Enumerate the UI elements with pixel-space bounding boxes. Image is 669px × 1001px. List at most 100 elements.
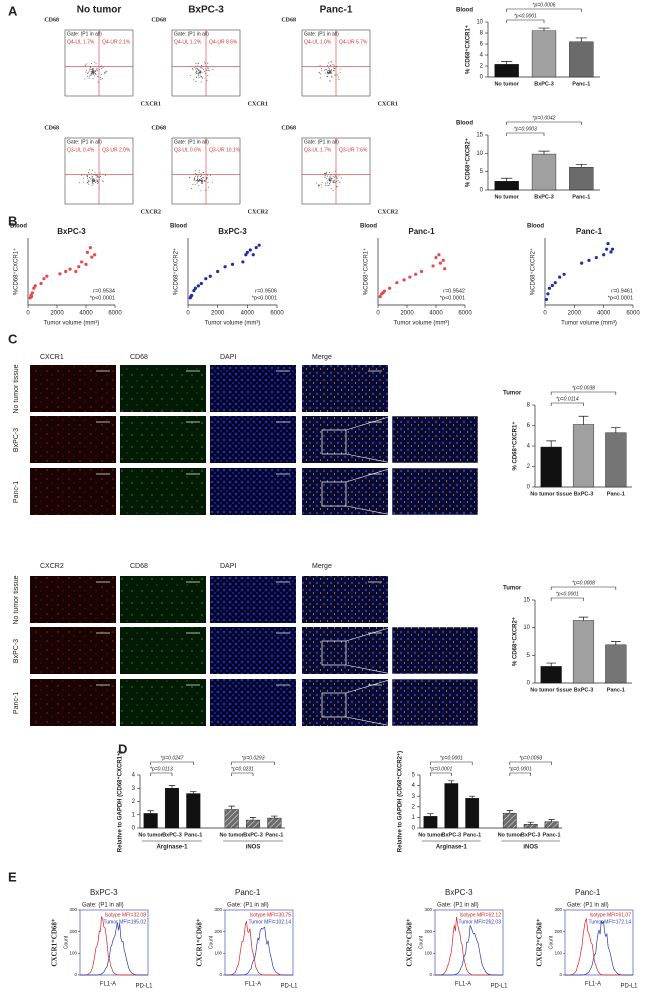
bar <box>224 809 239 829</box>
flow-dot <box>197 73 199 75</box>
flow-dot <box>333 67 335 69</box>
y-tick-label: 0 <box>480 188 484 194</box>
x-tick-label: 0 <box>376 311 380 317</box>
bar <box>494 180 519 191</box>
scatter-point <box>437 253 441 257</box>
quadrant-label: Q4-UR 2.1% <box>102 39 131 45</box>
flow-dot <box>90 178 92 180</box>
x-tick-label: 2000 <box>50 311 64 317</box>
flow-y-label: CD68 <box>281 125 296 131</box>
micro-image <box>302 365 388 412</box>
flow-dot <box>93 180 95 182</box>
gate-label: Gate: (P1 in all) <box>304 139 339 145</box>
flow-dot <box>330 72 332 74</box>
flow-dot <box>90 70 92 72</box>
flow-dot <box>324 182 326 184</box>
flow-dot <box>94 70 96 72</box>
flow-dot <box>331 76 333 78</box>
flow-dot <box>95 73 97 75</box>
flow-dot <box>328 172 330 174</box>
flow-dot <box>200 173 202 175</box>
error-bar <box>506 810 513 814</box>
micro-image <box>210 468 296 515</box>
bar <box>245 819 261 829</box>
flow-dot <box>206 177 208 179</box>
error-bar <box>190 791 197 794</box>
flow-dot <box>327 72 329 74</box>
flow-x-label: CXCR1 <box>141 101 161 107</box>
x-tick-label: 2000 <box>568 311 582 317</box>
flow-x-label: CXCR2 <box>141 209 161 215</box>
error-bar <box>427 813 434 817</box>
flow-dot <box>96 179 98 181</box>
scatter-point <box>90 255 94 259</box>
error-bar <box>271 815 278 819</box>
y-tick-label: 0 <box>74 972 77 977</box>
stain-label: Merge <box>312 563 332 570</box>
significance-bracket <box>506 121 582 125</box>
y-tick-label: 100 <box>554 951 562 956</box>
scatter-point <box>193 286 198 290</box>
category-label: Panc-1 <box>607 687 625 693</box>
y-tick-label: 200 <box>554 929 562 934</box>
flow-dot <box>89 69 91 71</box>
flow-dot <box>330 70 332 72</box>
scatter-point <box>547 286 552 290</box>
flow-dot <box>194 67 196 69</box>
flow-dot <box>196 177 198 179</box>
y-axis-label: % CD68⁺CXCR2⁺ <box>465 138 472 187</box>
significance-bracket <box>550 597 584 601</box>
flow-dot <box>333 179 335 181</box>
flow-dot <box>88 70 90 72</box>
scatter-point <box>602 253 606 257</box>
flow-dot <box>321 186 323 188</box>
chart-title: BxPC-3 <box>218 227 247 236</box>
histogram-x-label: FL1-A <box>455 982 471 988</box>
flow-dot <box>195 180 197 182</box>
quadrant-label: Q3-UL 1.7% <box>304 147 332 153</box>
significance-label: *p=0.0001 <box>429 766 452 772</box>
bar <box>572 424 595 488</box>
chart-label: Tumor <box>503 391 522 397</box>
category-label: BxPC-3 <box>162 832 182 838</box>
flow-dot <box>195 80 197 82</box>
flow-dot <box>199 72 201 74</box>
flow-dot <box>316 182 318 184</box>
flow-dot <box>333 180 335 182</box>
gate-label: Gate: (P1 in all) <box>304 31 339 37</box>
zoom-lines <box>345 678 393 727</box>
flow-dot <box>100 68 102 70</box>
flow-dot <box>200 75 202 77</box>
scatter-point <box>414 272 418 276</box>
histogram-curve <box>225 920 293 976</box>
micro-image <box>302 679 388 726</box>
flow-dot <box>328 68 330 70</box>
bar <box>531 30 557 78</box>
stain-label: CXCR1 <box>40 354 64 361</box>
quadrant-label: Q4-UR 5.7% <box>339 39 368 45</box>
significance-label: *p=0.0247 <box>161 755 184 761</box>
flow-dot <box>193 79 195 81</box>
flow-dot <box>87 177 89 179</box>
micro-image <box>30 679 116 726</box>
flow-dot <box>91 181 93 183</box>
y-axis-label: %CD68⁺CXCR2⁺ <box>530 248 537 295</box>
micro-image <box>210 576 296 623</box>
scatter-point <box>216 269 220 274</box>
flow-dot <box>199 69 201 71</box>
y-tick-label: 200 <box>69 929 77 934</box>
flow-dot <box>324 72 326 74</box>
flow-dot <box>92 78 94 80</box>
flow-x-label: CXCR2 <box>248 209 268 215</box>
flow-dot <box>200 65 202 67</box>
micro-zoom <box>391 626 479 675</box>
x-tick-label: 4000 <box>429 311 443 317</box>
flow-dot <box>330 177 332 179</box>
y-tick-label: 1 <box>412 815 416 821</box>
flow-dot <box>198 180 200 182</box>
flow-dot <box>87 181 89 183</box>
scatter-point <box>199 281 203 286</box>
flow-dot <box>95 70 97 72</box>
category-label: No tumor tissue <box>530 687 572 693</box>
isotype-mfi: Isotype MFI=61.07 <box>589 912 631 918</box>
